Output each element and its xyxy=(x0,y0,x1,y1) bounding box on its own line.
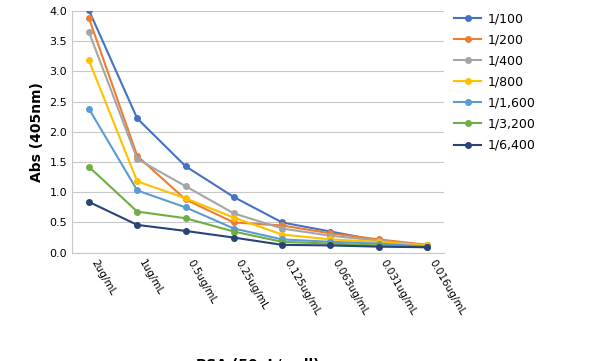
1/200 xyxy=(85,16,92,20)
Legend: 1/100, 1/200, 1/400, 1/800, 1/1,600, 1/3,200, 1/6,400: 1/100, 1/200, 1/400, 1/800, 1/1,600, 1/3… xyxy=(454,12,536,152)
1/1,600 xyxy=(278,237,286,242)
X-axis label: PSA (50uL/well): PSA (50uL/well) xyxy=(196,358,320,361)
1/6,400 xyxy=(278,243,286,247)
1/1,600 xyxy=(424,244,431,249)
1/200 xyxy=(134,154,141,158)
1/400 xyxy=(424,243,431,248)
1/800 xyxy=(182,196,189,200)
1/400 xyxy=(375,238,382,243)
Line: 1/200: 1/200 xyxy=(86,15,430,248)
1/6,400 xyxy=(327,243,334,248)
1/1,600 xyxy=(182,205,189,209)
1/6,400 xyxy=(182,229,189,233)
1/100 xyxy=(134,116,141,121)
Y-axis label: Abs (405nm): Abs (405nm) xyxy=(30,82,44,182)
1/3,200 xyxy=(230,229,238,234)
Line: 1/100: 1/100 xyxy=(86,8,430,248)
1/6,400 xyxy=(375,244,382,249)
1/400 xyxy=(182,184,189,188)
1/800 xyxy=(134,179,141,183)
1/100 xyxy=(375,238,382,243)
1/3,200 xyxy=(327,242,334,246)
1/200 xyxy=(230,220,238,225)
1/400 xyxy=(278,226,286,231)
1/800 xyxy=(85,58,92,62)
1/1,600 xyxy=(230,226,238,231)
1/3,200 xyxy=(134,209,141,214)
Line: 1/800: 1/800 xyxy=(86,58,430,248)
Line: 1/6,400: 1/6,400 xyxy=(86,199,430,250)
1/400 xyxy=(134,157,141,161)
1/6,400 xyxy=(85,200,92,204)
1/6,400 xyxy=(424,245,431,249)
1/100 xyxy=(85,8,92,12)
1/200 xyxy=(375,237,382,242)
1/800 xyxy=(278,232,286,237)
1/3,200 xyxy=(375,243,382,248)
1/200 xyxy=(278,223,286,228)
1/800 xyxy=(375,240,382,244)
1/6,400 xyxy=(134,223,141,227)
1/200 xyxy=(327,231,334,235)
1/200 xyxy=(182,197,189,202)
1/3,200 xyxy=(182,216,189,221)
1/100 xyxy=(424,243,431,248)
1/3,200 xyxy=(85,165,92,169)
1/400 xyxy=(327,234,334,238)
1/6,400 xyxy=(230,235,238,240)
1/100 xyxy=(278,220,286,225)
1/100 xyxy=(327,229,334,234)
1/1,600 xyxy=(85,106,92,111)
1/400 xyxy=(85,30,92,34)
1/1,600 xyxy=(134,188,141,192)
Line: 1/3,200: 1/3,200 xyxy=(86,164,430,250)
1/100 xyxy=(182,164,189,168)
1/1,600 xyxy=(327,240,334,244)
1/800 xyxy=(424,243,431,248)
1/800 xyxy=(230,216,238,220)
1/1,600 xyxy=(375,242,382,246)
1/800 xyxy=(327,237,334,242)
Line: 1/400: 1/400 xyxy=(86,29,430,248)
Line: 1/1,600: 1/1,600 xyxy=(86,106,430,249)
1/200 xyxy=(424,243,431,247)
1/3,200 xyxy=(424,245,431,249)
1/100 xyxy=(230,195,238,199)
1/400 xyxy=(230,211,238,216)
1/3,200 xyxy=(278,240,286,244)
